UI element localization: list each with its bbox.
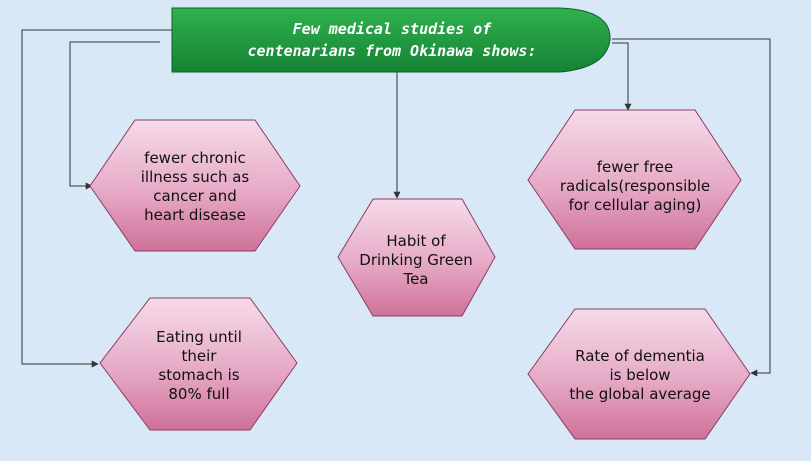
node-green-tea-line-1: Habit of	[386, 232, 446, 250]
title-line-1: Few medical studies of	[293, 20, 493, 38]
node-green-tea: Habit of Drinking Green Tea	[337, 198, 496, 317]
arrow-to-eating	[21, 29, 175, 368]
node-green-tea-line-2: Drinking Green	[359, 251, 472, 269]
node-dementia: Rate of dementia is below the global ave…	[527, 308, 751, 440]
title-banner: Few medical studies of centenarians from…	[171, 7, 611, 73]
node-dementia-line-2: is below	[609, 366, 670, 384]
title-line-2: centenarians from Okinawa shows:	[248, 42, 537, 60]
connectors	[21, 29, 771, 377]
node-chronic-illness-line-4: heart disease	[144, 206, 246, 224]
node-dementia-line-3: the global average	[569, 385, 710, 403]
node-free-radicals-line-3: for cellular aging)	[569, 196, 702, 214]
node-free-radicals-line-2: radicals(responsible	[560, 177, 710, 195]
node-eating-line-4: 80% full	[168, 385, 229, 403]
node-dementia-line-1: Rate of dementia	[575, 347, 705, 365]
arrow-to-chronic-illness	[69, 41, 160, 190]
node-chronic-illness-line-3: cancer and	[153, 187, 237, 205]
node-chronic-illness: fewer chronic illness such as cancer and…	[89, 119, 301, 252]
node-eating-line-3: stomach is	[158, 366, 239, 384]
arrow-to-free-radicals	[612, 42, 632, 111]
node-chronic-illness-line-2: illness such as	[141, 168, 250, 186]
node-eating-line-1: Eating until	[156, 328, 242, 346]
node-free-radicals-line-1: fewer free	[597, 158, 674, 176]
node-eating-line-2: their	[182, 347, 218, 365]
node-green-tea-line-3: Tea	[402, 270, 428, 288]
node-eating: Eating until their stomach is 80% full	[99, 297, 298, 431]
arrow-to-dementia	[612, 38, 771, 377]
node-free-radicals: fewer free radicals(responsible for cell…	[527, 109, 742, 250]
node-chronic-illness-line-1: fewer chronic	[144, 149, 246, 167]
